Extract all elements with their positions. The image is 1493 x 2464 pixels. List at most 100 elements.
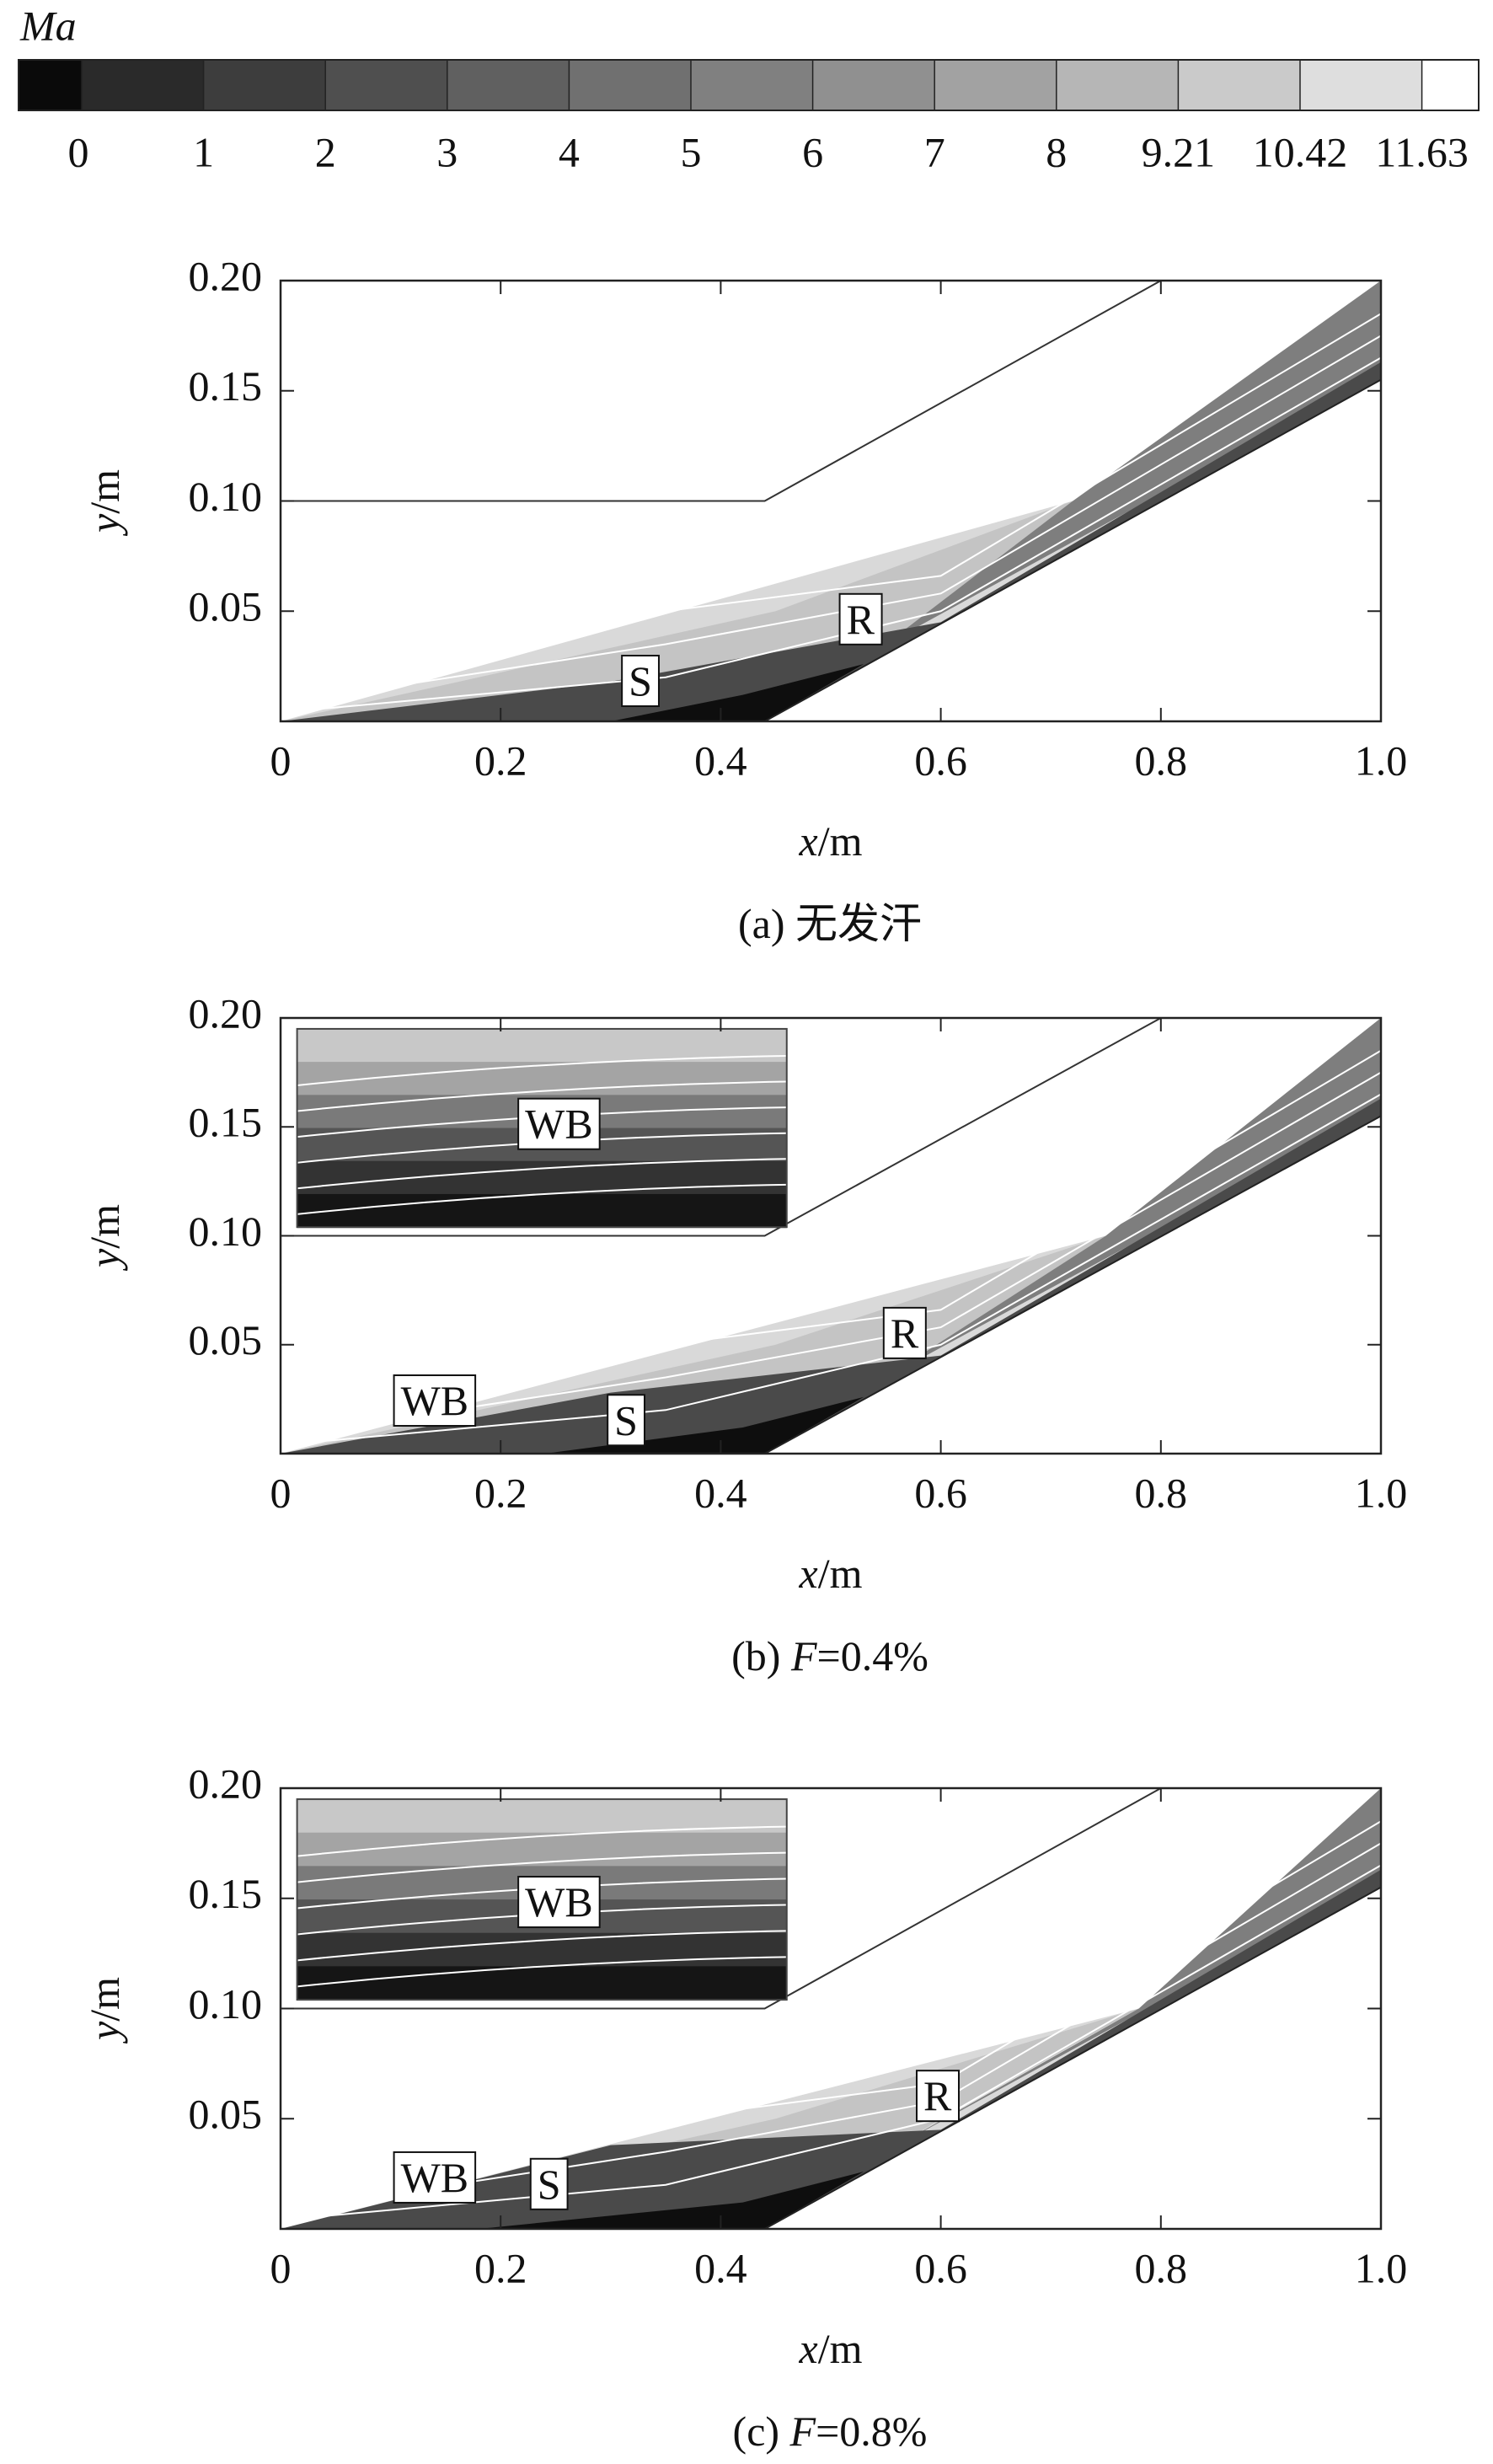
caption-part: =0.4% (817, 1632, 928, 1679)
x-tick-label: 0 (270, 2244, 292, 2291)
x-tick-label: 0.4 (694, 1469, 747, 1516)
colorbar-tick-label: 11.63 (1375, 128, 1469, 175)
colorbar-tick-label: 1 (193, 128, 214, 175)
caption-part: F (789, 2408, 816, 2455)
inset-streamline (297, 1956, 787, 1988)
colorbar-swatch (1056, 60, 1179, 110)
colorbar-tick-label: 2 (315, 128, 336, 175)
annotation: S (538, 2161, 561, 2208)
inset-band (297, 1799, 787, 1834)
colorbar-tick-label: 6 (802, 128, 823, 175)
colorbar-swatch (1178, 60, 1300, 110)
y-axis-unit: /m (81, 1977, 128, 2022)
y-tick-label: 0.20 (189, 989, 263, 1036)
colorbar-tick-label: 8 (1046, 128, 1067, 175)
annotation-box (838, 592, 883, 645)
caption-part: (c) (733, 2408, 790, 2455)
colorbar-swatch (691, 60, 813, 110)
colorbar-swatch (82, 60, 204, 110)
x-axis-label: x/m (799, 2325, 863, 2372)
separation-bubble (479, 2172, 864, 2229)
streamline (280, 335, 1382, 705)
x-tick-label: 0.2 (474, 1469, 527, 1516)
ramp-surface (764, 1886, 1382, 2230)
caption: (b) F=0.4% (731, 1632, 928, 1679)
x-tick-label: 0.4 (694, 737, 747, 784)
inset-band (297, 1062, 787, 1096)
upper-wall (281, 280, 1162, 502)
y-tick-label: 0.05 (189, 1316, 263, 1363)
x-axis-var: x (799, 1550, 818, 1597)
inset-streamline (297, 1158, 787, 1190)
y-axis-label: y/m (81, 1204, 128, 1272)
inset-streamline (297, 1851, 787, 1883)
inset-band (297, 1193, 787, 1229)
upper-wall (281, 1787, 1162, 2010)
annotation-box (517, 1876, 601, 1929)
annotation: R (847, 596, 875, 643)
annotation: R (923, 2072, 952, 2119)
y-tick-label: 0.10 (189, 1208, 263, 1255)
annotation-box (916, 2070, 961, 2123)
x-tick-label: 0.6 (914, 2244, 967, 2291)
y-tick-label: 0.20 (189, 252, 263, 299)
colorbar-swatch (1421, 60, 1479, 110)
y-tick-label: 0.10 (189, 473, 263, 520)
annotation: WB (525, 1878, 593, 1926)
inset-streamline (297, 1080, 787, 1112)
x-tick-label: 0.8 (1135, 737, 1188, 784)
y-tick-label: 0.15 (189, 1099, 263, 1146)
separation-bubble (544, 1396, 864, 1454)
y-axis-var: y (81, 1248, 128, 1272)
x-tick-label: 1.0 (1355, 737, 1408, 784)
plot-area (280, 280, 1382, 722)
x-tick-label: 0 (270, 737, 292, 784)
streamline (280, 313, 1382, 696)
x-axis-var: x (799, 817, 818, 865)
y-tick-label: 0.15 (189, 362, 263, 410)
x-tick-label: 1.0 (1355, 1469, 1408, 1516)
x-tick-label: 0.2 (474, 2244, 527, 2291)
boundary-layer (281, 1869, 1381, 2229)
x-tick-label: 0.8 (1135, 1469, 1188, 1516)
inset-band (297, 1832, 787, 1867)
annotation-box (393, 1374, 477, 1428)
annotation: S (614, 1396, 638, 1444)
inset-band (297, 1966, 787, 2001)
annotation: WB (525, 1101, 593, 1148)
streamline (280, 356, 1382, 714)
separation-bubble (610, 664, 864, 721)
colorbar-tick-label: 10.42 (1253, 128, 1348, 175)
caption: (a) 无发汗 (738, 900, 922, 947)
y-axis-label: y/m (81, 469, 128, 537)
y-tick-label: 0.10 (189, 1980, 263, 2027)
x-tick-label: 1.0 (1355, 2244, 1408, 2291)
caption-part: (a) 无发汗 (738, 900, 922, 947)
x-tick-label: 0.6 (914, 737, 967, 784)
upper-wall (281, 1017, 1162, 1237)
caption-part: =0.8% (816, 2408, 927, 2455)
ramp-surface (764, 378, 1382, 722)
inset-streamline (297, 1930, 787, 1962)
inset-streamline (297, 1183, 787, 1215)
colorbar-swatch (325, 60, 447, 110)
y-tick-label: 0.15 (189, 1870, 263, 1917)
colorbar-title: Ma (19, 2, 77, 49)
colorbar-frame (18, 59, 1480, 111)
y-axis-var: y (81, 2021, 128, 2044)
boundary-layer (281, 362, 1381, 721)
y-tick-label: 0.20 (189, 1760, 263, 1807)
colorbar-tick-label: 5 (681, 128, 702, 175)
x-axis-unit: /m (818, 817, 863, 865)
x-tick-label: 0.6 (914, 1469, 967, 1516)
y-tick-label: 0.05 (189, 2091, 263, 2138)
inset-band (297, 1160, 787, 1195)
inset-band (297, 1932, 787, 1968)
colorbar-swatch (1300, 60, 1422, 110)
x-axis-label: x/m (799, 817, 863, 865)
x-axis-var: x (799, 2325, 818, 2372)
annotation-box (529, 2157, 569, 2210)
plot-area (280, 1787, 1382, 2230)
inset-frame (296, 1798, 788, 2001)
annotation-box (607, 1394, 645, 1447)
